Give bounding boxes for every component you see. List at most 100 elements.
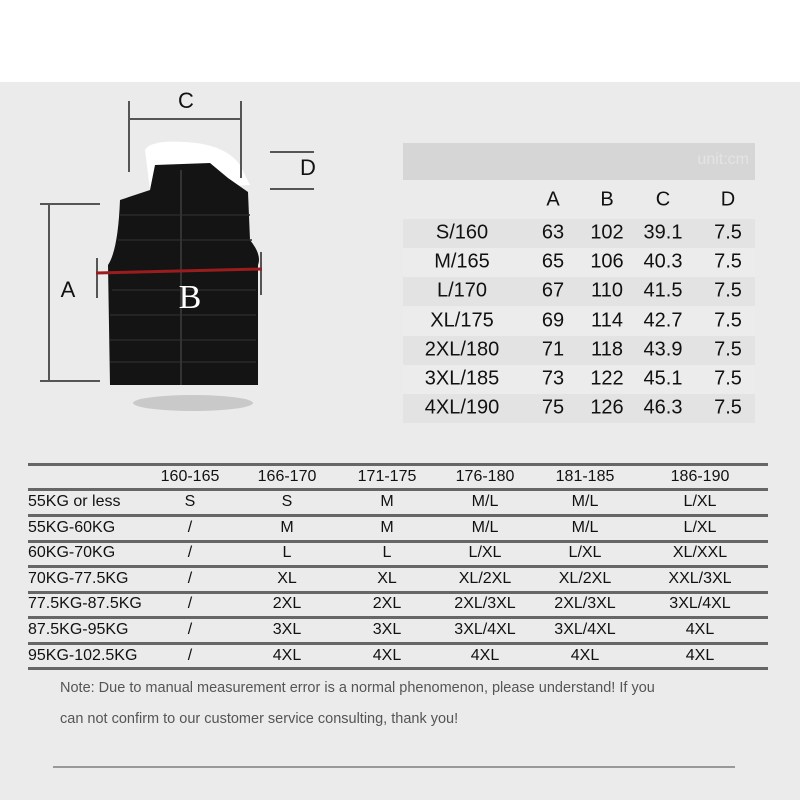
row-divider: [28, 616, 768, 619]
measure-cell: 110: [591, 279, 623, 302]
measure-cell: 75: [541, 396, 565, 419]
size-cell: M/L: [471, 518, 499, 536]
height-header: 166-170: [257, 468, 317, 485]
row-divider: [28, 514, 768, 517]
row-divider: [28, 488, 768, 491]
size-label: XL/175: [430, 309, 494, 332]
size-cell: 4XL: [470, 646, 500, 664]
size-cell: 4XL: [372, 646, 402, 664]
measure-cell: 39.1: [643, 221, 683, 244]
column-header: C: [655, 188, 671, 211]
footer-divider: [53, 766, 735, 768]
size-cell: 3XL/4XL: [454, 621, 516, 638]
size-cell: 2XL: [272, 595, 302, 613]
size-cell: 2XL/3XL: [554, 595, 616, 613]
vest-shadow: [133, 395, 253, 411]
row-divider: [28, 667, 768, 670]
measure-cell: 65: [541, 250, 565, 273]
measure-cell: 7.5: [714, 338, 742, 361]
height-header: 176-180: [455, 468, 515, 485]
size-label: M/165: [434, 250, 490, 273]
measure-cell: 7.5: [714, 367, 742, 390]
size-cell: M: [380, 493, 394, 510]
measure-cell: 126: [590, 396, 624, 419]
size-cell: XXL/3XL: [668, 569, 732, 587]
note-line-1: Note: Due to manual measurement error is…: [60, 680, 655, 696]
size-cell: M/L: [571, 493, 599, 510]
size-cell: 3XL: [372, 621, 402, 638]
size-cell: 3XL/4XL: [554, 621, 616, 638]
vest-diagram: [40, 101, 314, 411]
size-cell: L/XL: [468, 544, 502, 562]
measure-cell: 102: [590, 221, 624, 244]
measure-cell: 71: [541, 338, 565, 361]
size-cell: L/XL: [568, 544, 602, 562]
dimension-lines: [40, 101, 314, 382]
size-label: S/160: [435, 221, 489, 244]
weight-label: 60KG-70KG: [28, 544, 116, 562]
size-cell: 2XL: [372, 595, 402, 613]
size-label: 2XL/180: [424, 338, 500, 361]
table-row: [403, 277, 755, 307]
note-line-2: can not confirm to our customer service …: [60, 711, 459, 727]
size-cell: L: [382, 544, 392, 562]
label-b: B: [178, 279, 202, 316]
b-measure-line: [95, 267, 263, 275]
size-cell: 4XL: [272, 646, 302, 664]
measure-cell: 114: [591, 309, 623, 332]
weight-label: 87.5KG-95KG: [28, 621, 129, 638]
size-cell: /: [187, 621, 193, 638]
size-label: 4XL/190: [424, 396, 500, 419]
row-divider: [28, 591, 768, 594]
table-row: [403, 248, 755, 278]
measure-cell: 106: [590, 250, 624, 273]
size-cell: 4XL: [685, 646, 715, 664]
label-a: A: [60, 277, 76, 302]
label-d: D: [300, 155, 316, 180]
size-cell: M: [280, 518, 294, 536]
measure-cell: 40.3: [643, 250, 683, 273]
measure-cell: 7.5: [714, 250, 742, 273]
weight-label: 55KG-60KG: [28, 518, 116, 536]
measure-cell: 43.9: [643, 338, 683, 361]
column-header: B: [600, 188, 614, 211]
size-cell: L: [282, 544, 292, 562]
table-row: [403, 335, 755, 365]
table-row: [403, 306, 755, 336]
size-cell: XL: [377, 569, 397, 587]
vest-body: [108, 163, 259, 385]
measure-cell: 7.5: [714, 396, 742, 419]
weight-label: 70KG-77.5KG: [28, 569, 129, 587]
size-cell: M/L: [471, 493, 499, 510]
size-cell: S: [184, 493, 196, 510]
size-cell: XL/2XL: [458, 569, 512, 587]
column-header: A: [546, 188, 560, 211]
table-row: [403, 219, 755, 248]
size-cell: L/XL: [683, 493, 717, 510]
row-divider: [28, 565, 768, 568]
measure-cell: 41.5: [643, 279, 683, 302]
weight-label: 55KG or less: [28, 493, 121, 510]
size-cell: XL/XXL: [672, 544, 728, 562]
vest-quilting: [110, 214, 256, 363]
measure-cell: 42.7: [643, 309, 683, 332]
measure-cell: 7.5: [714, 309, 742, 332]
height-header: 160-165: [160, 468, 220, 485]
measure-cell: 122: [590, 367, 624, 390]
size-cell: /: [187, 595, 193, 613]
size-cell: XL: [277, 569, 297, 587]
size-cell: /: [187, 544, 193, 562]
size-cell: 4XL: [570, 646, 600, 664]
row-divider: [28, 642, 768, 645]
unit-bar: unit:cm: [403, 143, 755, 180]
weight-label: 77.5KG-87.5KG: [28, 595, 142, 613]
size-cell: M: [380, 518, 394, 536]
size-cell: 3XL/4XL: [669, 595, 731, 613]
height-header: 171-175: [357, 468, 417, 485]
measure-cell: 63: [541, 221, 565, 244]
unit-label: unit:cm: [697, 151, 749, 168]
measure-cell: 46.3: [643, 396, 683, 419]
height-header: 186-190: [670, 468, 730, 485]
size-cell: L/XL: [683, 518, 717, 536]
height-header: 181-185: [555, 468, 615, 485]
